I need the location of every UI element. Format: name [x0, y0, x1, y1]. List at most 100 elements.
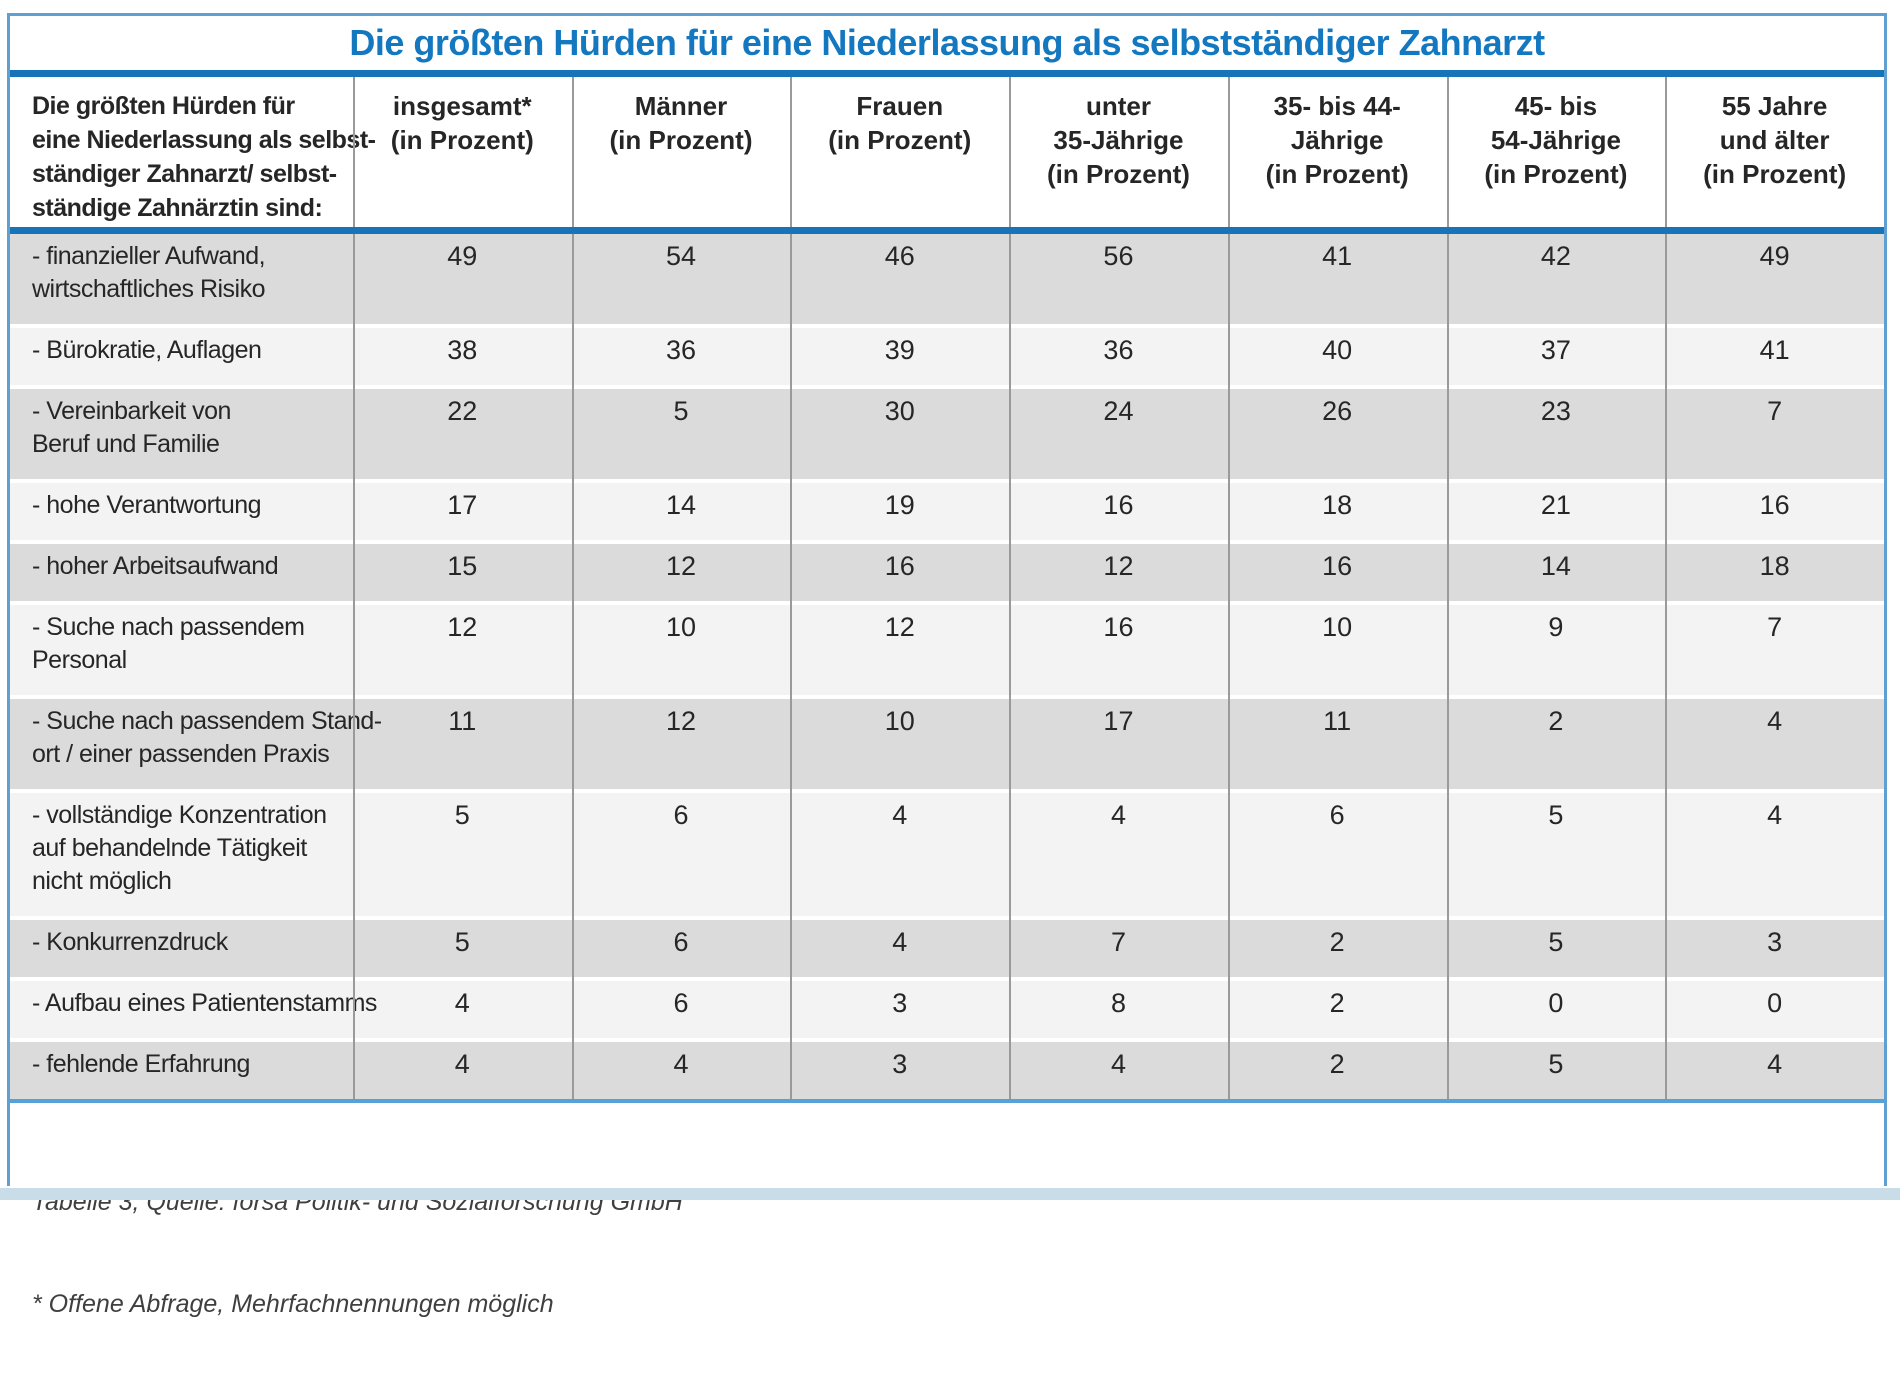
- column-header-maenner: Männer (in Prozent): [609, 91, 753, 155]
- value-cell: 6: [673, 800, 689, 830]
- column-header-row: Die größten Hürden für eine Niederlassun…: [10, 77, 1884, 227]
- value-cell: 42: [1540, 241, 1571, 271]
- value-cell: 4: [454, 988, 470, 1018]
- table-row: - vollständige Konzentration auf behande…: [10, 793, 1884, 916]
- value-cell: 11: [448, 706, 477, 736]
- value-cell: 41: [1322, 241, 1353, 271]
- table-row: - Suche nach passendem Stand- ort / eine…: [10, 699, 1884, 789]
- value-cell: 22: [447, 396, 478, 426]
- table-body: - finanzieller Aufwand, wirtschaftliches…: [10, 234, 1884, 1099]
- table-title: Die größten Hürden für eine Niederlassun…: [349, 22, 1545, 63]
- column-separator: [352, 77, 355, 1099]
- value-cell: 12: [665, 706, 697, 736]
- row-label: - Vereinbarkeit von Beruf und Familie: [32, 397, 231, 458]
- value-cell: 12: [665, 551, 697, 581]
- value-cell: 36: [1103, 335, 1134, 365]
- value-cell: 5: [454, 927, 470, 957]
- value-cell: 46: [884, 241, 915, 271]
- value-cell: 49: [1759, 241, 1790, 271]
- row-label: - Konkurrenzdruck: [32, 928, 228, 956]
- value-cell: 9: [1548, 612, 1564, 642]
- value-cell: 26: [1322, 396, 1353, 426]
- table-row: - fehlende Erfahrung 4 4 3 4 2 5 4: [10, 1042, 1884, 1099]
- table-row: - Aufbau eines Patientenstamms 4 6 3 8 2 0 0: [10, 981, 1884, 1038]
- table-row: - finanzieller Aufwand, wirtschaftliches…: [10, 234, 1884, 324]
- value-cell: 4: [1767, 800, 1783, 830]
- value-cell: 16: [1759, 490, 1790, 520]
- table-row: - hohe Verantwortung 17 14 19 16 18 21 16: [10, 483, 1884, 540]
- row-label: - Suche nach passendem Stand- ort / eine…: [32, 707, 382, 768]
- value-cell: 5: [1548, 1049, 1564, 1079]
- value-cell: 2: [1329, 1049, 1345, 1079]
- value-cell: 14: [665, 490, 697, 520]
- column-separator: [571, 77, 574, 1099]
- value-cell: 2: [1329, 988, 1345, 1018]
- table-row: - Bürokratie, Auflagen 38 36 39 36 40 37 41: [10, 328, 1884, 385]
- value-cell: 5: [673, 396, 689, 426]
- value-cell: 56: [1103, 241, 1134, 271]
- value-cell: 12: [1103, 551, 1134, 581]
- value-cell: 4: [1767, 706, 1783, 736]
- row-label: - fehlende Erfahrung: [32, 1050, 250, 1078]
- row-label: - finanzieller Aufwand, wirtschaftliches…: [32, 242, 266, 303]
- value-cell: 23: [1540, 396, 1571, 426]
- value-cell: 5: [1548, 927, 1564, 957]
- value-cell: 54: [665, 241, 697, 271]
- column-header-35-44: 35- bis 44- Jährige (in Prozent): [1265, 91, 1409, 189]
- value-cell: 10: [1322, 612, 1353, 642]
- value-cell: 4: [1110, 800, 1126, 830]
- value-cell: 6: [673, 988, 689, 1018]
- value-cell: 6: [673, 927, 689, 957]
- value-cell: 6: [1329, 800, 1345, 830]
- value-cell: 12: [447, 612, 478, 642]
- value-cell: 21: [1540, 490, 1571, 520]
- table-frame: Die größten Hürden für eine Niederlassun…: [7, 13, 1887, 1318]
- value-cell: 7: [1767, 612, 1783, 642]
- value-cell: 19: [884, 490, 915, 520]
- row-label: - hoher Arbeitsaufwand: [32, 552, 279, 580]
- column-separator: [1009, 77, 1012, 1099]
- value-cell: 3: [892, 988, 908, 1018]
- value-cell: 4: [454, 1049, 470, 1079]
- column-separator: [1227, 77, 1230, 1099]
- value-cell: 41: [1759, 335, 1790, 365]
- title-underline-bar: [10, 70, 1884, 77]
- value-cell: 5: [454, 800, 470, 830]
- table-row: - Vereinbarkeit von Beruf und Familie 22 5…: [10, 389, 1884, 479]
- value-cell: 11: [1323, 706, 1352, 736]
- column-separator: [790, 77, 793, 1099]
- value-cell: 17: [1103, 706, 1134, 736]
- value-cell: 16: [1103, 490, 1134, 520]
- table-row: - hoher Arbeitsaufwand 15 12 16 12 16 14 18: [10, 544, 1884, 601]
- column-header-unter-35: unter 35-Jährige (in Prozent): [1046, 91, 1190, 189]
- value-cell: 7: [1110, 927, 1126, 957]
- value-cell: 4: [892, 927, 908, 957]
- value-cell: 3: [1767, 927, 1783, 957]
- value-cell: 49: [447, 241, 478, 271]
- value-cell: 14: [1540, 551, 1571, 581]
- value-cell: 4: [1767, 1049, 1783, 1079]
- footer-note: * Offene Abfrage, Mehrfachnennungen mögl…: [32, 1290, 554, 1318]
- row-header-cell: Die größten Hürden für eine Niederlassun…: [32, 92, 376, 222]
- value-cell: 5: [1548, 800, 1564, 830]
- value-cell: 18: [1322, 490, 1353, 520]
- value-cell: 2: [1548, 706, 1564, 736]
- value-cell: 4: [1110, 1049, 1126, 1079]
- column-header-insgesamt: insgesamt* (in Prozent): [390, 91, 534, 155]
- value-cell: 30: [884, 396, 915, 426]
- row-label: - Suche nach passendem Personal: [32, 613, 305, 674]
- column-header-frauen: Frauen (in Prozent): [828, 91, 972, 155]
- value-cell: 24: [1103, 396, 1134, 426]
- column-header-55-plus: 55 Jahre und älter (in Prozent): [1703, 91, 1847, 189]
- table-grid: Die größten Hürden für eine Niederlassun…: [10, 77, 1884, 1099]
- value-cell: 7: [1767, 396, 1783, 426]
- value-cell: 38: [447, 335, 478, 365]
- row-label: - Bürokratie, Auflagen: [32, 336, 262, 364]
- table-footer: Tabelle 3, Quelle: forsa Politik- und So…: [10, 1103, 1884, 1389]
- value-cell: 39: [884, 335, 915, 365]
- value-cell: 16: [884, 551, 915, 581]
- value-cell: 17: [447, 490, 478, 520]
- bottom-accent-strip: [0, 1188, 1900, 1200]
- value-cell: 40: [1322, 335, 1353, 365]
- value-cell: 16: [1103, 612, 1134, 642]
